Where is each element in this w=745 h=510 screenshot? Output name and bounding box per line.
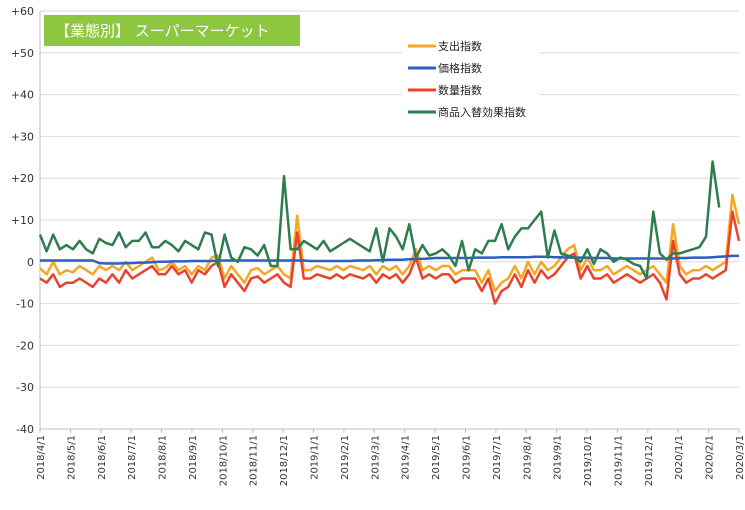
x-tick-label: 2020/2/1 (705, 435, 716, 480)
x-tick-label: 2019/7/1 (492, 435, 503, 480)
legend-label: 商品入替効果指数 (438, 105, 526, 119)
y-tick-label: +30 (11, 130, 34, 143)
x-tick-label: 2020/3/1 (735, 435, 745, 480)
x-tick-label: 2018/12/1 (279, 435, 290, 486)
series-line-1 (40, 254, 739, 265)
series-lines (38, 160, 741, 305)
chart-title: 【業態別】 スーパーマーケット (44, 15, 300, 46)
x-tick-label: 2019/3/1 (370, 435, 381, 480)
y-tick-label: +60 (11, 5, 34, 18)
y-tick-label: -30 (16, 381, 34, 394)
x-tick-label: 2018/5/1 (66, 435, 77, 480)
x-tick-label: 2020/1/1 (674, 435, 685, 480)
gridlines (40, 10, 739, 430)
y-tick-label: -40 (16, 423, 34, 436)
x-tick-label: 2018/8/1 (158, 435, 169, 480)
x-tick-label: 2019/4/1 (401, 435, 412, 480)
x-tick-label: 2018/4/1 (36, 435, 47, 480)
x-tick-label: 2018/9/1 (188, 435, 199, 480)
x-tick-label: 2018/10/1 (218, 435, 229, 486)
x-tick-label: 2019/12/1 (644, 435, 655, 486)
x-tick-label: 2019/5/1 (431, 435, 442, 480)
x-tick-label: 2019/11/1 (613, 435, 624, 486)
x-tick-label: 2019/10/1 (583, 435, 594, 486)
x-tick-label: 2019/8/1 (522, 435, 533, 480)
legend-background (402, 36, 540, 130)
x-tick-label: 2018/11/1 (249, 435, 260, 486)
x-tick-label: 2018/6/1 (97, 435, 108, 480)
legend-label: 価格指数 (438, 61, 482, 75)
axes: -40 -30 -20 -10 0 +10 +20 +30 +40 +50 +60 2018/4/1 2… (11, 5, 745, 486)
y-tick-label: +40 (11, 89, 34, 102)
chart-title-background (44, 15, 300, 46)
y-tick-label: +10 (11, 214, 34, 227)
x-tick-label: 2018/7/1 (127, 435, 138, 480)
legend-label: 支出指数 (438, 39, 482, 53)
y-tick-label: -20 (16, 339, 34, 352)
y-tick-label: +50 (11, 47, 34, 60)
x-tick-label: 2019/1/1 (310, 435, 321, 480)
series-line-0 (39, 193, 741, 293)
series-line-3 (38, 160, 721, 280)
y-tick-label: +20 (11, 172, 34, 185)
legend-label: 数量指数 (438, 83, 482, 97)
x-tick-label: 2019/9/1 (553, 435, 564, 480)
x-tick-label: 2019/2/1 (340, 435, 351, 480)
y-tick-label: -10 (16, 298, 34, 311)
y-tick-label: 0 (27, 256, 34, 269)
x-tick-label: 2019/6/1 (461, 435, 472, 480)
chart-title-text: 【業態別】 スーパーマーケット (55, 22, 270, 40)
series-line-2 (39, 210, 741, 305)
